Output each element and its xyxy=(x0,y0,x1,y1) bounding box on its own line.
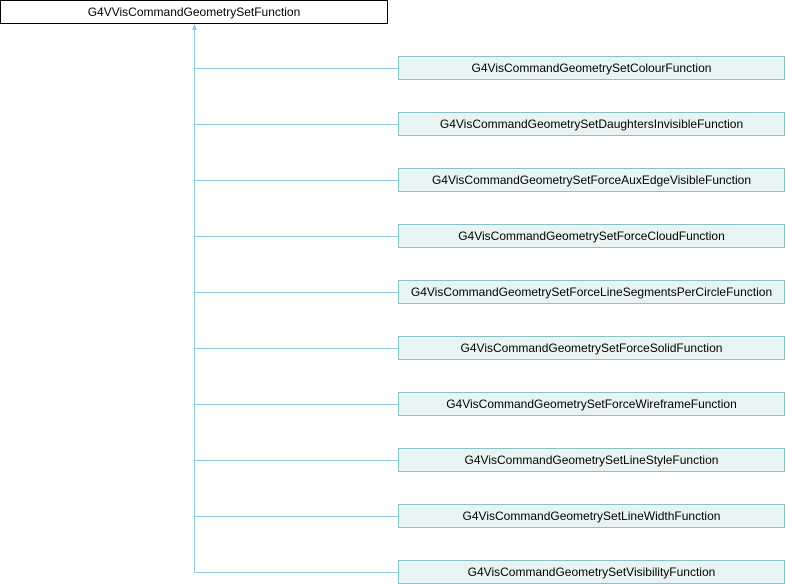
derived-class-box[interactable]: G4VisCommandGeometrySetForceLineSegments… xyxy=(398,280,785,304)
derived-class-box[interactable]: G4VisCommandGeometrySetForceWireframeFun… xyxy=(398,392,785,416)
inheritance-arrow-icon xyxy=(192,24,197,30)
derived-class-box[interactable]: G4VisCommandGeometrySetLineWidthFunction xyxy=(398,504,785,528)
derived-class-box[interactable]: G4VisCommandGeometrySetForceCloudFunctio… xyxy=(398,224,785,248)
derived-class-box[interactable]: G4VisCommandGeometrySetDaughtersInvisibl… xyxy=(398,112,785,136)
derived-class-box[interactable]: G4VisCommandGeometrySetLineStyleFunction xyxy=(398,448,785,472)
derived-class-box[interactable]: G4VisCommandGeometrySetForceSolidFunctio… xyxy=(398,336,785,360)
base-class-box[interactable]: G4VVisCommandGeometrySetFunction xyxy=(0,0,388,24)
derived-class-box[interactable]: G4VisCommandGeometrySetForceAuxEdgeVisib… xyxy=(398,168,785,192)
derived-class-box[interactable]: G4VisCommandGeometrySetVisibilityFunctio… xyxy=(398,560,785,584)
derived-class-box[interactable]: G4VisCommandGeometrySetColourFunction xyxy=(398,56,785,80)
